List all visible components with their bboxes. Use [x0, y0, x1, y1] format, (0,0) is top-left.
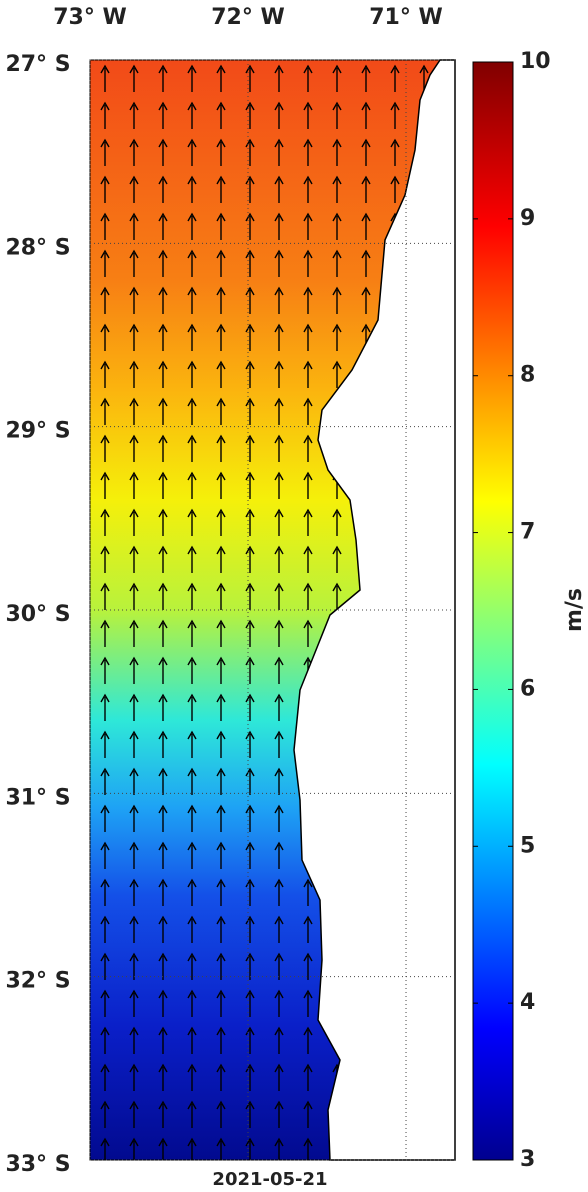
colorbar-tick-label: 6	[520, 676, 535, 701]
colorbar-tick-label: 4	[520, 990, 535, 1015]
lat-tick-label: 27° S	[5, 52, 70, 77]
lat-tick-label: 32° S	[5, 969, 70, 994]
lon-tick-label: 73° W	[53, 5, 127, 30]
colorbar-tick-label: 8	[520, 363, 535, 388]
lat-tick-label: 28° S	[5, 235, 70, 260]
lat-tick-label: 30° S	[5, 602, 70, 627]
colorbar	[472, 61, 514, 1161]
colorbar-tick-label: 3	[520, 1147, 535, 1172]
colorbar-label: m/s	[562, 588, 587, 632]
lat-tick-label: 33° S	[5, 1152, 70, 1177]
colorbar-tick-label: 7	[520, 520, 535, 545]
date-label: 2021-05-21	[212, 1169, 327, 1188]
lon-tick-label: 71° W	[369, 5, 443, 30]
colorbar-tick-label: 5	[520, 833, 535, 858]
colorbar-tick-label: 9	[520, 206, 535, 231]
lat-tick-label: 29° S	[5, 419, 70, 444]
lon-tick-label: 72° W	[211, 5, 285, 30]
colorbar-tick-label: 10	[520, 49, 551, 74]
lat-tick-label: 31° S	[5, 785, 70, 810]
